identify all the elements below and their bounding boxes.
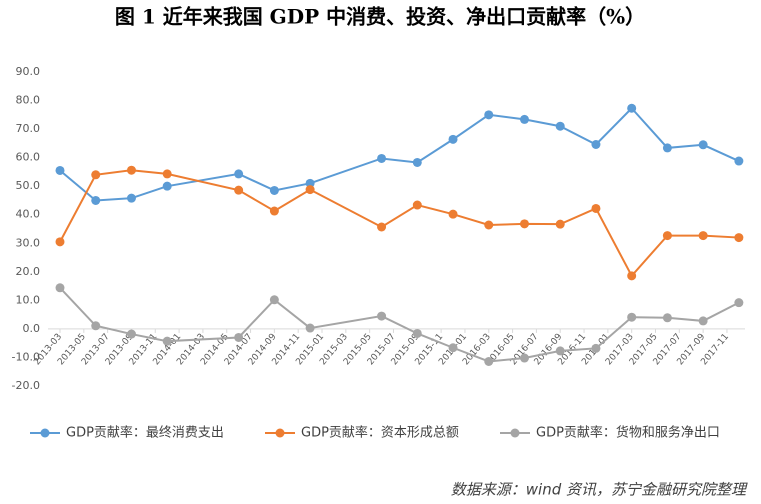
source-note: 数据来源：wind 资讯，苏宁金融研究院整理	[451, 481, 748, 499]
y-tick-label: -20.0	[12, 379, 40, 392]
data-point	[734, 233, 744, 243]
data-point	[269, 185, 279, 195]
y-tick-label: 50.0	[16, 179, 41, 192]
data-point	[377, 222, 387, 232]
data-point	[162, 336, 172, 346]
data-point	[484, 220, 494, 230]
data-point	[448, 343, 458, 353]
data-point	[519, 353, 529, 363]
data-point	[91, 170, 101, 180]
data-point	[412, 157, 422, 167]
y-tick-label: -10.0	[12, 350, 40, 363]
data-point	[698, 231, 708, 241]
data-point	[448, 134, 458, 144]
y-tick-label: 70.0	[16, 122, 41, 135]
data-point	[484, 356, 494, 366]
data-point	[555, 219, 565, 229]
y-tick-label: 30.0	[16, 236, 41, 249]
y-tick-label: 90.0	[16, 65, 41, 78]
series-line	[59, 287, 740, 363]
data-point	[627, 271, 637, 281]
data-point	[519, 114, 529, 124]
data-point	[377, 311, 387, 321]
data-point	[269, 295, 279, 305]
data-point	[591, 343, 601, 353]
data-point	[555, 121, 565, 131]
data-point	[126, 193, 136, 203]
legend-label: GDP贡献率：资本形成总额	[301, 425, 459, 441]
data-point	[234, 185, 244, 195]
legend-label: GDP贡献率：最终消费支出	[66, 425, 224, 441]
data-point	[555, 346, 565, 356]
chart-title: 图 1 近年来我国 GDP 中消费、投资、净出口贡献率（%）	[115, 5, 645, 29]
y-tick-label: 0.0	[23, 322, 41, 335]
data-point	[126, 165, 136, 175]
series-line	[59, 169, 739, 278]
data-point	[519, 219, 529, 229]
data-point	[234, 169, 244, 179]
data-point	[484, 110, 494, 120]
data-point	[698, 140, 708, 150]
y-tick-label: 20.0	[16, 265, 41, 278]
data-point	[627, 103, 637, 113]
legend-label: GDP贡献率：货物和服务净出口	[536, 425, 720, 441]
data-point	[662, 231, 672, 241]
data-point	[591, 203, 601, 213]
legend-marker	[40, 428, 50, 438]
series-line	[59, 106, 740, 202]
data-point	[412, 200, 422, 210]
data-point	[55, 165, 65, 175]
y-tick-label: 60.0	[16, 151, 41, 164]
y-tick-label: 80.0	[16, 94, 41, 107]
data-point	[305, 178, 315, 188]
data-point	[448, 209, 458, 219]
data-point	[412, 328, 422, 338]
data-point	[662, 313, 672, 323]
data-point	[162, 181, 172, 191]
data-point	[734, 298, 744, 308]
legend-marker	[275, 428, 285, 438]
data-point	[734, 156, 744, 166]
data-point	[698, 316, 708, 326]
data-point	[662, 143, 672, 153]
data-point	[269, 206, 279, 216]
data-point	[627, 312, 637, 322]
data-point	[305, 323, 315, 333]
y-tick-label: 40.0	[16, 208, 41, 221]
data-point	[234, 332, 244, 342]
legend-marker	[510, 428, 520, 438]
data-point	[591, 140, 601, 150]
data-point	[126, 329, 136, 339]
data-point	[305, 185, 315, 195]
data-point	[377, 153, 387, 163]
data-point	[55, 237, 65, 247]
data-point	[55, 283, 65, 293]
y-tick-label: 10.0	[16, 293, 41, 306]
data-point	[91, 321, 101, 331]
data-point	[162, 169, 172, 179]
data-point	[91, 195, 101, 205]
